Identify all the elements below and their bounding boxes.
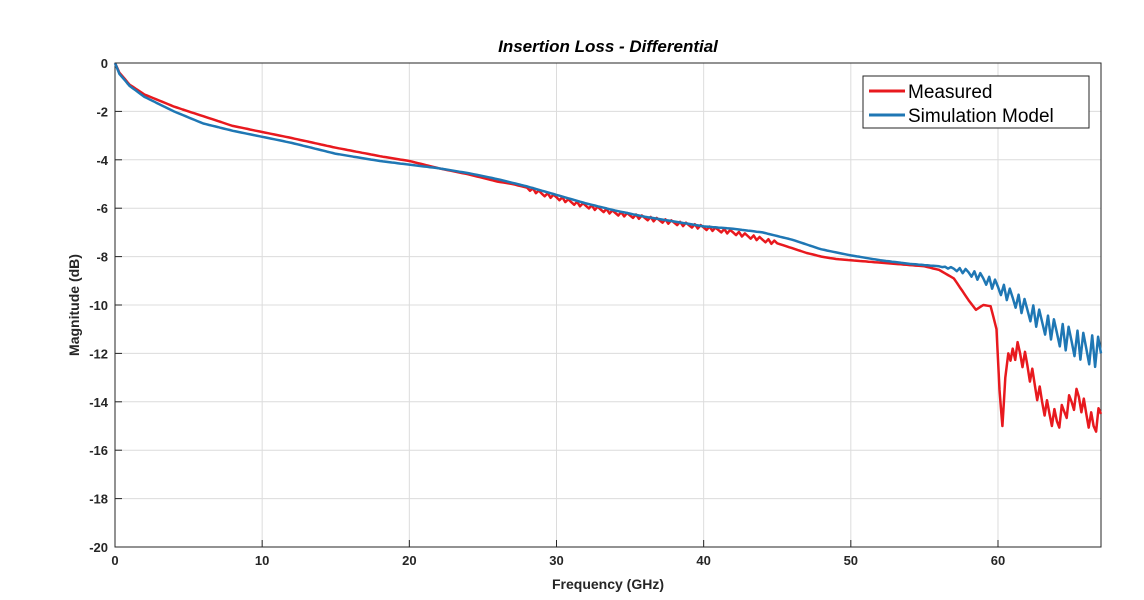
y-tick-label: -8 xyxy=(96,250,108,265)
series-layer xyxy=(113,62,1103,433)
x-axis-label: Frequency (GHz) xyxy=(552,576,664,592)
x-tick-label: 10 xyxy=(255,553,269,568)
y-tick-label: -20 xyxy=(89,540,108,555)
x-tick-label: 30 xyxy=(549,553,563,568)
y-tick-label: -18 xyxy=(89,492,108,507)
x-tick-label: 50 xyxy=(844,553,858,568)
chart-title: Insertion Loss - Differential xyxy=(498,37,719,56)
x-tick-label: 60 xyxy=(991,553,1005,568)
y-axis-label: Magnitude (dB) xyxy=(66,254,82,356)
y-tick-label: 0 xyxy=(101,56,108,71)
y-tick-label: -6 xyxy=(96,201,108,216)
y-tick-label: -12 xyxy=(89,346,108,361)
tick-layer: 0 10 20 30 40 50 60 0 -2 -4 -6 -8 -10 -12 -14 -16 -18 -20 xyxy=(89,56,1005,568)
y-tick-label: -10 xyxy=(89,298,108,313)
legend-label-measured: Measured xyxy=(908,82,993,103)
x-tick-label: 40 xyxy=(696,553,710,568)
series-line-measured xyxy=(113,62,1103,433)
x-tick-label: 0 xyxy=(111,553,118,568)
series-line-simulation-model xyxy=(113,62,1103,369)
legend-box xyxy=(862,75,1090,129)
y-tick-label: -2 xyxy=(96,104,108,119)
y-tick-label: -14 xyxy=(89,395,109,410)
y-tick-label: -4 xyxy=(96,153,108,168)
legend: Measured Simulation Model xyxy=(862,75,1090,129)
legend-label-simulation-model: Simulation Model xyxy=(908,106,1054,127)
x-tick-label: 20 xyxy=(402,553,416,568)
y-tick-label: -16 xyxy=(89,443,108,458)
